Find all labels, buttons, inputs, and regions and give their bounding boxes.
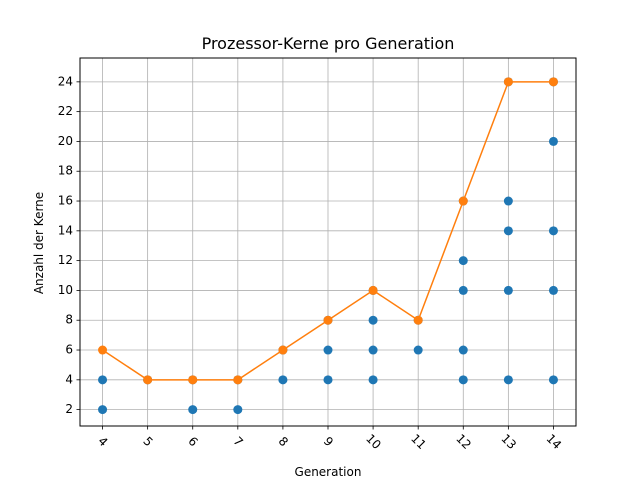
x-tick-label: 9 xyxy=(321,434,336,449)
scatter-point xyxy=(368,375,378,385)
y-tick-label: 18 xyxy=(58,164,73,178)
line-point xyxy=(458,196,468,206)
y-tick-label: 8 xyxy=(65,313,73,327)
scatter-point xyxy=(458,285,468,295)
line-point xyxy=(413,315,423,325)
scatter-point xyxy=(323,375,333,385)
line-point xyxy=(278,345,288,355)
y-tick-label: 16 xyxy=(58,194,73,208)
x-tick-label: 6 xyxy=(185,434,200,449)
scatter-point xyxy=(278,375,288,385)
chart-title: Prozessor-Kerne pro Generation xyxy=(202,34,455,53)
y-tick-label: 12 xyxy=(58,253,73,267)
y-tick-label: 4 xyxy=(65,372,73,386)
y-tick-label: 20 xyxy=(58,134,73,148)
plot-marks xyxy=(98,77,558,415)
scatter-point xyxy=(548,375,558,385)
scatter-point xyxy=(368,315,378,325)
line-point xyxy=(548,77,558,87)
y-tick-label: 6 xyxy=(65,343,73,357)
scatter-point xyxy=(548,136,558,146)
y-tick-label: 2 xyxy=(65,402,73,416)
y-axis-label: Anzahl der Kerne xyxy=(32,192,46,294)
scatter-point xyxy=(323,345,333,355)
scatter-point xyxy=(503,196,513,206)
scatter-point xyxy=(503,375,513,385)
x-tick-label: 4 xyxy=(95,434,110,449)
x-axis-label: Generation xyxy=(295,465,362,479)
scatter-point xyxy=(98,405,108,415)
scatter-point xyxy=(503,226,513,236)
line-point xyxy=(323,315,333,325)
scatter-point xyxy=(98,375,108,385)
scatter-point xyxy=(458,256,468,266)
y-tick-label: 14 xyxy=(58,223,73,237)
y-tick-label: 10 xyxy=(58,283,73,297)
x-tick-label: 13 xyxy=(498,431,519,452)
x-tick-label: 5 xyxy=(140,434,155,449)
x-axis: 4 5 6 7 8 9 10 11 12 13 14 xyxy=(95,426,564,452)
scatter-point xyxy=(548,285,558,295)
x-tick-label: 11 xyxy=(408,431,429,452)
x-tick-label: 8 xyxy=(276,434,291,449)
scatter-point xyxy=(233,405,243,415)
scatter-point xyxy=(413,345,423,355)
x-tick-label: 7 xyxy=(231,434,246,449)
line-point xyxy=(233,375,243,385)
y-tick-label: 24 xyxy=(58,74,73,88)
scatter-point xyxy=(458,375,468,385)
y-tick-label: 22 xyxy=(58,104,73,118)
x-tick-label: 14 xyxy=(543,431,564,452)
scatter-point xyxy=(548,226,558,236)
line-point xyxy=(188,375,198,385)
line-point xyxy=(368,285,378,295)
line-series xyxy=(98,77,558,385)
line-point xyxy=(503,77,513,87)
x-tick-label: 12 xyxy=(453,431,474,452)
scatter-point xyxy=(503,285,513,295)
scatter-point xyxy=(188,405,198,415)
x-tick-label: 10 xyxy=(363,431,384,452)
scatter-point xyxy=(458,345,468,355)
line-point xyxy=(98,345,108,355)
line-point xyxy=(143,375,153,385)
grid xyxy=(80,58,576,426)
scatter-point xyxy=(368,345,378,355)
